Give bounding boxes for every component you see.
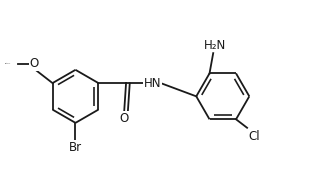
Text: O: O [120,112,129,125]
Text: O: O [30,57,39,70]
Text: Cl: Cl [249,130,260,143]
Text: HN: HN [144,77,161,90]
Text: H₂N: H₂N [204,39,226,52]
Text: Br: Br [69,141,82,154]
Text: methoxy: methoxy [4,63,11,64]
